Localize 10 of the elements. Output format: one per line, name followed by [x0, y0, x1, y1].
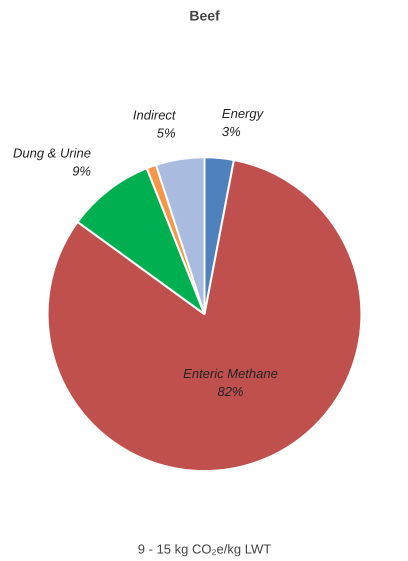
- slice-label: Enteric Methane: [183, 366, 278, 381]
- slice-label: Energy: [222, 106, 265, 121]
- slice-label: Indirect: [132, 107, 177, 122]
- slice-label: Dung & Urine: [12, 145, 92, 160]
- data-label: 9%: [72, 163, 92, 178]
- chart-title: Beef: [189, 8, 220, 24]
- data-label: 82%: [217, 384, 244, 399]
- text: 9 - 15 kg CO₂e/kg LWT: [138, 542, 272, 556]
- data-label: 3%: [222, 124, 241, 139]
- data-label: 5%: [156, 125, 176, 140]
